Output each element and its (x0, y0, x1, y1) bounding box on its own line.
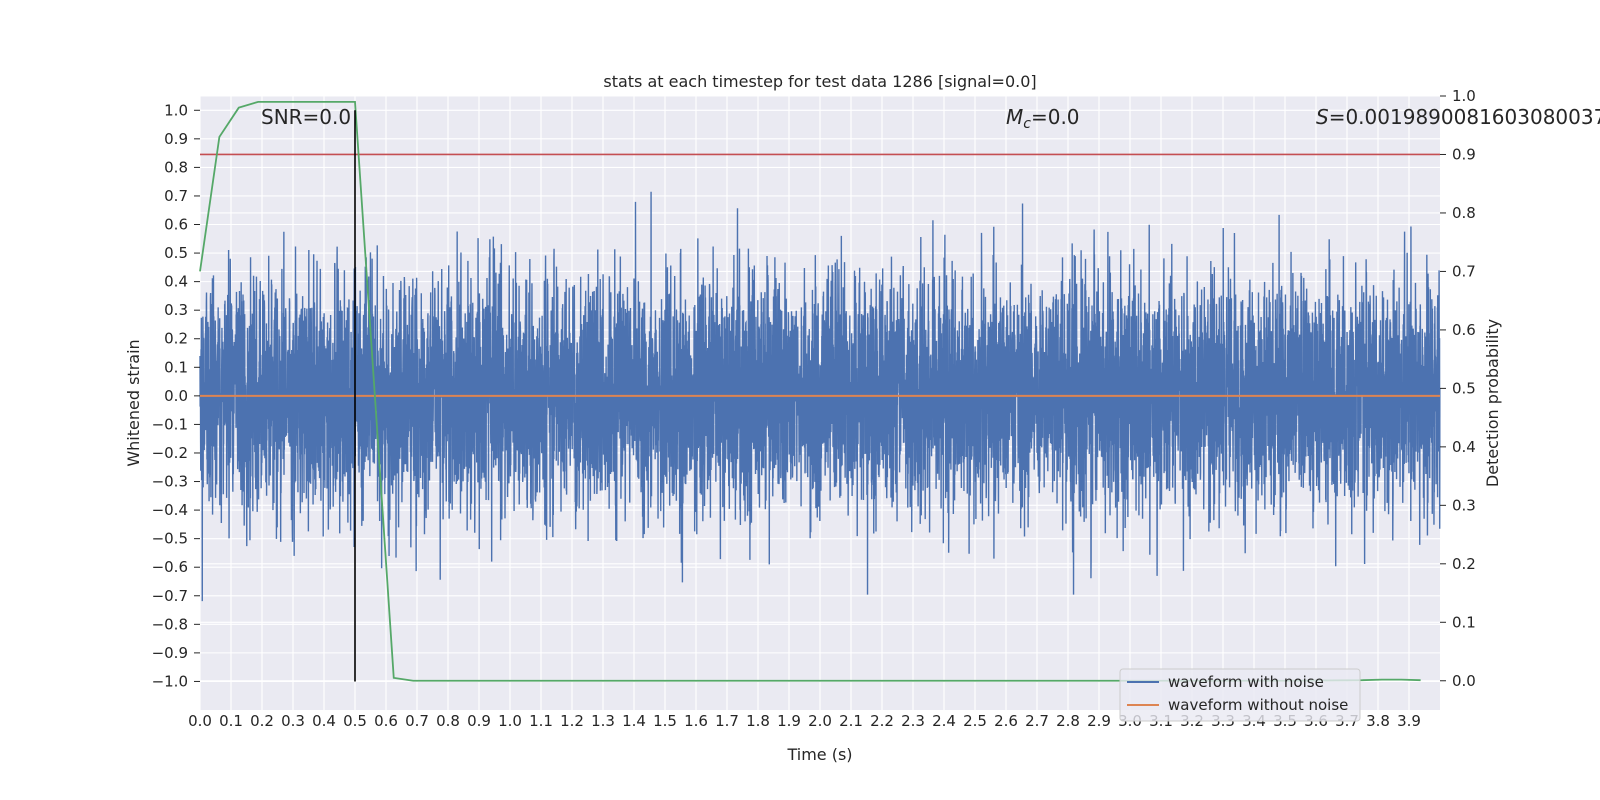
y-tick-label: −0.2 (152, 444, 188, 462)
x-axis-label: Time (s) (786, 745, 852, 764)
chart-title: stats at each timestep for test data 128… (603, 72, 1036, 91)
y-ticks-right: 1.0 0.9 0.8 0.7 0.6 0.5 0.4 0.3 0.2 0.1 0.0 (1440, 87, 1476, 690)
x-tick-label: 0.3 (281, 712, 305, 730)
y-tick-label: −0.3 (152, 473, 188, 491)
y-right-tick-label: 0.4 (1452, 438, 1476, 456)
x-tick-label: 3.8 (1366, 712, 1390, 730)
y-tick-label: −0.8 (152, 615, 188, 633)
x-tick-label: 1.9 (777, 712, 801, 730)
y-tick-label: 0.4 (164, 273, 188, 291)
x-tick-label: 1.1 (529, 712, 553, 730)
x-tick-label: 2.7 (1025, 712, 1049, 730)
x-tick-label: 1.0 (498, 712, 522, 730)
x-tick-label: 2.4 (932, 712, 956, 730)
y-right-tick-label: 1.0 (1452, 87, 1476, 105)
y-right-tick-label: 0.5 (1452, 379, 1476, 397)
x-tick-label: 1.8 (746, 712, 770, 730)
x-tick-label: 2.0 (808, 712, 832, 730)
y-tick-label: 0.3 (164, 301, 188, 319)
y-right-tick-label: 0.7 (1452, 262, 1476, 280)
legend: waveform with noise waveform without noi… (1119, 668, 1361, 722)
x-tick-label: 1.3 (591, 712, 615, 730)
y-ticks: 1.0 0.9 0.8 0.7 0.6 0.5 0.4 0.3 0.2 0.1 0.0 −0.1 −0.… (152, 101, 200, 690)
x-tick-label: 0.9 (467, 712, 491, 730)
y-tick-label: 0.2 (164, 330, 188, 348)
legend-label-clean: waveform without noise (1168, 696, 1348, 714)
x-tick-label: 2.6 (994, 712, 1018, 730)
mc-value: =0.0 (1031, 105, 1080, 129)
x-tick-label: 1.4 (622, 712, 646, 730)
y-tick-label: 0.0 (164, 387, 188, 405)
x-tick-label: 0.2 (250, 712, 274, 730)
y-tick-label: −0.7 (152, 587, 188, 605)
y-right-tick-label: 0.2 (1452, 555, 1476, 573)
y-right-tick-label: 0.3 (1452, 496, 1476, 514)
y-tick-label: −0.5 (152, 530, 188, 548)
y-axis-label: Whitened strain (124, 339, 143, 466)
x-tick-label: 2.2 (870, 712, 894, 730)
x-tick-label: 0.6 (374, 712, 398, 730)
x-tick-label: 0.1 (219, 712, 243, 730)
y-tick-label: 0.9 (164, 130, 188, 148)
y-tick-label: 0.1 (164, 358, 188, 376)
y-tick-label: −0.1 (152, 415, 188, 433)
y-right-tick-label: 0.8 (1452, 204, 1476, 222)
y-right-tick-label: 0.6 (1452, 321, 1476, 339)
x-tick-label: 0.7 (405, 712, 429, 730)
mc-subscript: c (1023, 116, 1031, 132)
y-tick-label: 0.6 (164, 216, 188, 234)
x-tick-label: 1.7 (715, 712, 739, 730)
x-tick-label: 1.6 (684, 712, 708, 730)
y-right-tick-label: 0.9 (1452, 145, 1476, 163)
y-tick-label: −0.6 (152, 558, 188, 576)
mc-symbol: M (1006, 105, 1023, 129)
x-tick-label: 0.0 (188, 712, 212, 730)
y-tick-label: −0.9 (152, 644, 188, 662)
y-right-tick-label: 0.0 (1452, 672, 1476, 690)
s-annotation: S=0.0019890081603080037 (1316, 105, 1600, 129)
y-tick-label: 0.5 (164, 244, 188, 262)
snr-annotation: SNR=0.0 (261, 105, 351, 129)
x-tick-label: 0.8 (436, 712, 460, 730)
x-tick-label: 2.3 (901, 712, 925, 730)
y-tick-label: −0.4 (152, 501, 188, 519)
x-tick-label: 3.9 (1397, 712, 1421, 730)
legend-box (1119, 668, 1361, 722)
y-tick-label: 0.8 (164, 158, 188, 176)
y-tick-label: −1.0 (152, 672, 188, 690)
x-tick-label: 0.4 (312, 712, 336, 730)
x-tick-label: 2.9 (1087, 712, 1111, 730)
y-tick-label: 1.0 (164, 101, 188, 119)
x-tick-label: 0.5 (343, 712, 367, 730)
y-right-tick-label: 0.1 (1452, 613, 1476, 631)
x-tick-label: 1.5 (653, 712, 677, 730)
x-tick-label: 1.2 (560, 712, 584, 730)
s-symbol: S (1316, 105, 1329, 129)
legend-label-noise: waveform with noise (1168, 673, 1324, 691)
mc-annotation: Mc=0.0 (1006, 105, 1080, 132)
y-axis-label-right: Detection probability (1483, 319, 1502, 487)
s-value: =0.0019890081603080037 (1329, 105, 1600, 129)
x-tick-label: 2.5 (963, 712, 987, 730)
x-tick-label: 2.8 (1056, 712, 1080, 730)
y-tick-label: 0.7 (164, 187, 188, 205)
x-tick-label: 2.1 (839, 712, 863, 730)
series-waveform-with-noise (199, 191, 1441, 602)
